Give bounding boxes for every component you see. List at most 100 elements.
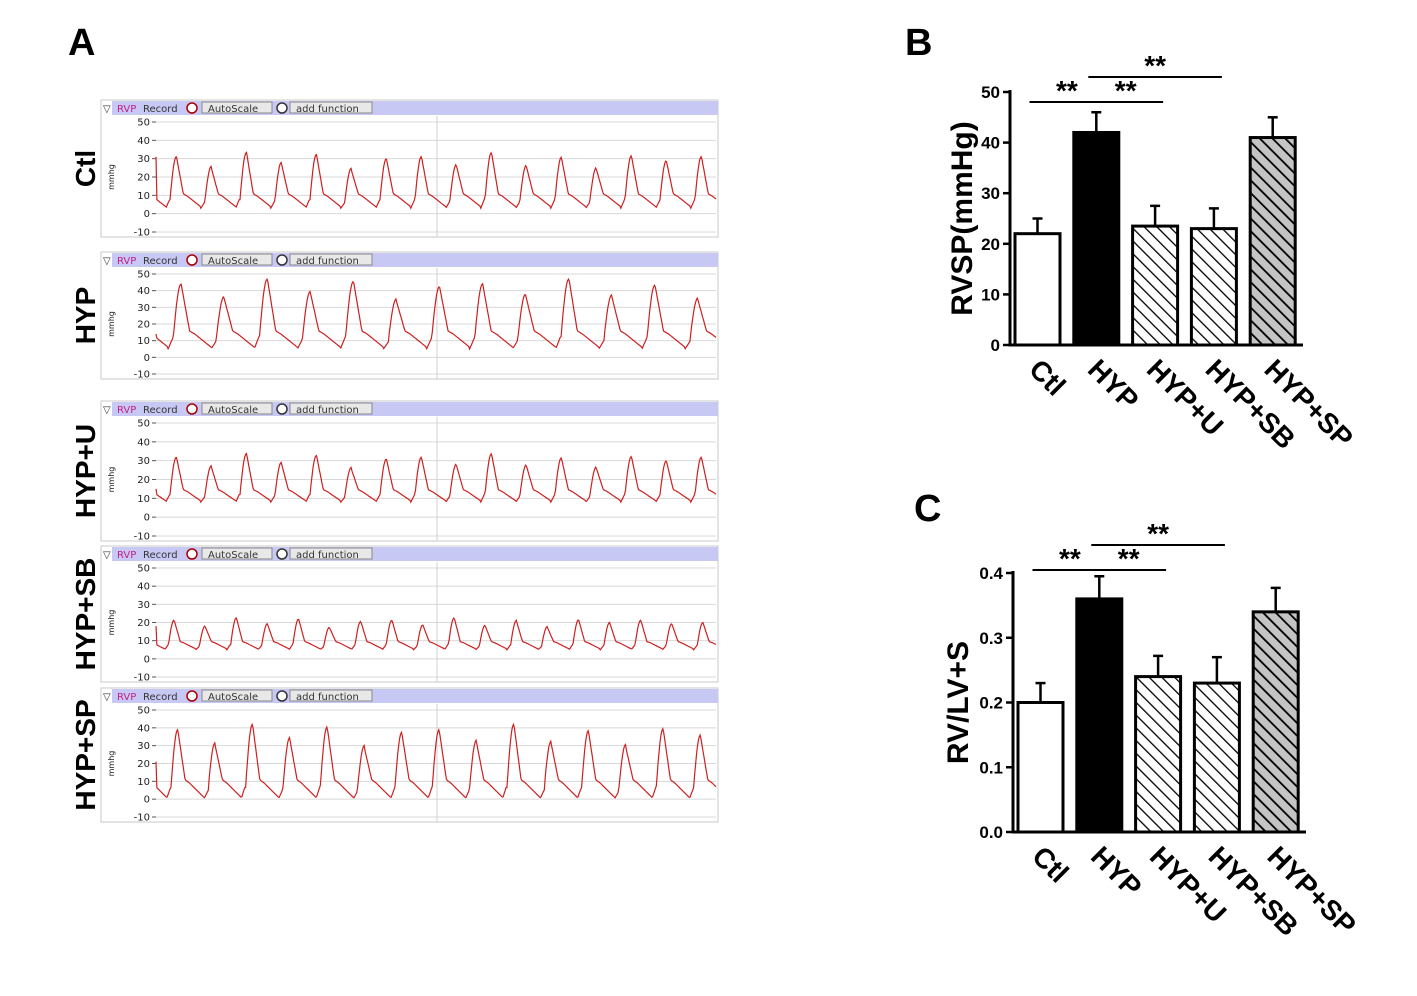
y-tick-label: 0 (991, 336, 1000, 355)
bar-hyp-sb (1192, 681, 1241, 834)
unit-label: mmhg (107, 751, 116, 777)
y-tick-label: 0 (144, 513, 150, 524)
autoscale-label: AutoScale (208, 692, 258, 703)
row-label: HYP+SP (70, 699, 101, 810)
y-tick-label: 30 (137, 154, 150, 165)
y-tick-label: 0 (144, 795, 150, 806)
rvp-trace (155, 722, 717, 799)
y-axis-title: RV/LV+S (942, 641, 975, 764)
y-tick-label: 40 (137, 437, 150, 448)
y-tick-label: 30 (137, 456, 150, 467)
unit-label: mmhg (107, 610, 116, 636)
zoom-out-icon (276, 254, 288, 266)
unit-label: mmhg (107, 164, 116, 190)
autoscale-label: AutoScale (208, 405, 258, 416)
x-category-label: Ctl (1026, 840, 1074, 888)
x-category-label: HYP (1082, 353, 1145, 416)
y-tick-label: 10 (137, 636, 150, 647)
autoscale-button (201, 689, 273, 702)
y-tick-label: -10 (134, 813, 150, 824)
y-tick-label: 50 (137, 706, 150, 717)
trace-row-hyp-u: ▽ RVP Record AutoScale add function 50 40 30 20 1… (70, 400, 719, 543)
y-tick-label: 50 (137, 564, 150, 575)
add-function-button (289, 402, 373, 415)
y-tick-label: 0.4 (979, 564, 1003, 583)
panel-letter-a: A (68, 22, 96, 64)
y-tick-label: 50 (137, 118, 150, 129)
zoom-out-icon (276, 690, 288, 702)
channel-label: RVP (117, 405, 136, 416)
y-tick-label: 20 (137, 475, 150, 486)
bar-hyp-u (1134, 675, 1183, 834)
y-tick-label: 40 (137, 136, 150, 147)
bar-hyp-sp (1248, 136, 1297, 347)
y-tick-label: 20 (137, 759, 150, 770)
bar-hyp-sp (1251, 610, 1300, 834)
add-function-button (289, 253, 373, 266)
y-tick-label: 40 (137, 582, 150, 593)
y-tick-label: 40 (137, 286, 150, 297)
y-tick-label: 20 (137, 173, 150, 184)
autoscale-label: AutoScale (208, 104, 258, 115)
y-axis-title: RVSP(mmHg) (946, 121, 979, 315)
bar-ctl (1016, 701, 1065, 834)
significance-marker: ** (1118, 543, 1140, 574)
y-tick-label: 50 (137, 419, 150, 430)
y-tick-label: 0.3 (979, 629, 1003, 648)
y-tick-label: 10 (137, 191, 150, 202)
collapse-icon: ▽ (103, 104, 111, 115)
bar-hyp (1075, 597, 1124, 834)
record-label: Record (143, 692, 178, 703)
add-function-button (289, 547, 373, 560)
unit-label: mmhg (107, 467, 116, 493)
trace-row-hyp: ▽ RVP Record AutoScale add function 50 40 30 20 1… (70, 251, 719, 381)
channel-label: RVP (117, 692, 136, 703)
y-tick-label: 40 (981, 134, 1000, 153)
record-label: Record (143, 550, 178, 561)
significance-marker: ** (1056, 75, 1078, 106)
zoom-in-icon (186, 548, 198, 560)
y-tick-label: -10 (134, 532, 150, 543)
y-tick-label: -10 (134, 673, 150, 684)
y-tick-label: 0.0 (979, 823, 1003, 842)
add-function-label: add function (296, 405, 359, 416)
significance-marker: ** (1115, 75, 1137, 106)
autoscale-label: AutoScale (208, 256, 258, 267)
bar-ctl (1013, 232, 1062, 347)
rvp-trace (155, 616, 717, 651)
x-category-label: Ctl (1023, 353, 1071, 401)
y-tick-label: 0 (144, 654, 150, 665)
record-label: Record (143, 405, 178, 416)
y-tick-label: 20 (981, 235, 1000, 254)
autoscale-label: AutoScale (208, 550, 258, 561)
unit-label: mmhg (107, 311, 116, 337)
add-function-label: add function (296, 104, 359, 115)
collapse-icon: ▽ (103, 256, 111, 267)
significance-marker: ** (1144, 50, 1166, 81)
rvp-trace (155, 277, 717, 351)
bar-hyp-sb (1189, 227, 1238, 347)
autoscale-button (201, 101, 273, 114)
row-label: HYP+U (70, 424, 101, 518)
zoom-out-icon (276, 548, 288, 560)
row-label: Ctl (70, 150, 101, 187)
rvp-trace (155, 452, 717, 504)
record-label: Record (143, 104, 178, 115)
add-function-button (289, 101, 373, 114)
rvp-trace-panel: ▽ RVP Record AutoScale add function 50 40 30 20 1… (70, 99, 719, 824)
panel-letter-c: C (914, 488, 942, 530)
y-tick-label: 10 (137, 336, 150, 347)
y-tick-label: 10 (981, 285, 1000, 304)
bar-hyp-u (1131, 224, 1180, 347)
significance-marker: ** (1059, 543, 1081, 574)
autoscale-button (201, 253, 273, 266)
add-function-button (289, 689, 373, 702)
zoom-in-icon (186, 102, 198, 114)
y-tick-label: 20 (137, 618, 150, 629)
y-tick-label: 0.1 (979, 758, 1003, 777)
y-tick-label: 20 (137, 320, 150, 331)
bar-hyp (1072, 130, 1121, 347)
add-function-label: add function (296, 256, 359, 267)
y-tick-label: 30 (137, 741, 150, 752)
